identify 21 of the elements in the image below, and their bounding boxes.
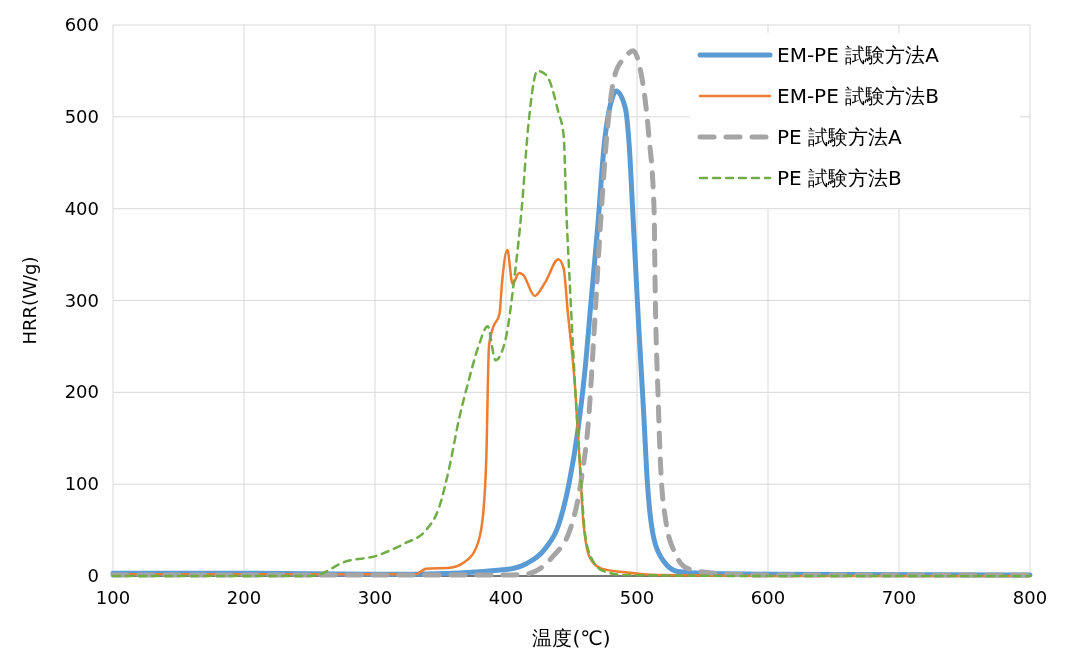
y-tick-label: 400 — [64, 197, 99, 219]
x-tick-label: 500 — [619, 587, 655, 608]
x-tick-label: 300 — [357, 587, 393, 608]
y-axis-title: HRR(W/g) — [19, 256, 40, 345]
x-tick-label: 800 — [1012, 587, 1048, 608]
x-tick-label: 700 — [881, 587, 917, 608]
legend-label: EM-PE 試験方法A — [777, 43, 940, 67]
legend-label: PE 試験方法B — [777, 166, 902, 190]
y-tick-label: 300 — [64, 289, 99, 311]
x-tick-label: 400 — [488, 587, 524, 608]
y-tick-label: 200 — [64, 381, 99, 403]
x-tick-label: 600 — [750, 587, 786, 608]
x-tick-label: 100 — [95, 587, 131, 608]
y-tick-label: 600 — [64, 14, 99, 35]
x-tick-label: 200 — [226, 587, 262, 608]
y-tick-label: 0 — [87, 565, 99, 586]
legend-label: PE 試験方法A — [777, 125, 903, 149]
legend-label: EM-PE 試験方法B — [777, 84, 939, 108]
x-axis-title: 温度(℃) — [532, 626, 611, 650]
y-tick-label: 100 — [64, 473, 99, 495]
y-tick-label: 500 — [64, 105, 99, 127]
